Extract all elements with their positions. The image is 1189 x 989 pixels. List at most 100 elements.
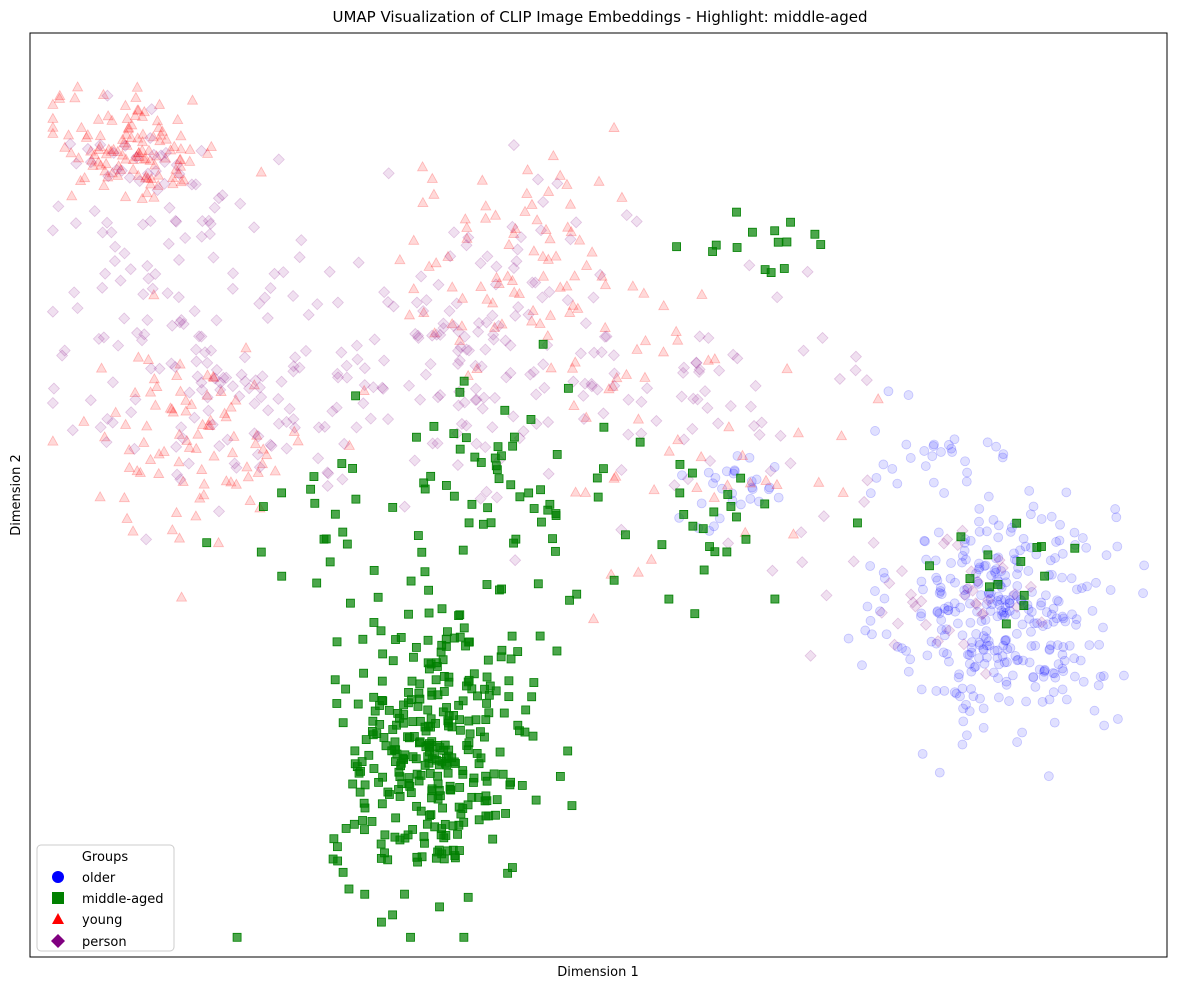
data-point-older [1042, 619, 1053, 630]
data-point-person [784, 457, 797, 470]
data-point-middle-aged [552, 450, 562, 459]
data-point-person [849, 364, 862, 377]
data-point-middle-aged [459, 376, 469, 386]
data-point-older [935, 582, 946, 593]
data-point-person [419, 368, 432, 381]
data-point-middle-aged [463, 677, 473, 687]
data-point-person [175, 421, 188, 434]
data-point-person [351, 353, 364, 366]
data-point-older [1055, 519, 1065, 530]
data-point-young [148, 288, 160, 300]
data-point-older [994, 599, 1005, 610]
data-point-person [941, 533, 954, 546]
chart-title: UMAP Visualization of CLIP Image Embeddi… [332, 8, 867, 26]
data-point-older [936, 589, 947, 600]
data-point-young [542, 253, 555, 264]
data-point-older [1048, 603, 1059, 614]
data-point-young [603, 382, 615, 394]
data-point-middle-aged [424, 585, 433, 595]
data-point-person [115, 164, 128, 177]
data-point-older [1012, 569, 1022, 580]
data-point-person [490, 260, 503, 273]
data-point-older [905, 453, 916, 463]
data-point-older [931, 572, 942, 583]
data-point-young [120, 153, 132, 164]
data-point-middle-aged [472, 749, 482, 758]
data-point-person [170, 158, 183, 172]
data-point-older [1101, 550, 1112, 561]
data-point-middle-aged [424, 608, 434, 618]
data-point-young [835, 429, 848, 441]
data-point-young [75, 121, 88, 132]
data-point-middle-aged [538, 339, 548, 349]
data-point-older [747, 484, 758, 494]
data-point-person [574, 347, 587, 360]
data-point-middle-aged [508, 863, 517, 872]
data-point-person [451, 357, 465, 371]
data-point-middle-aged [429, 421, 439, 431]
data-point-person [277, 266, 290, 279]
data-point-older [1044, 694, 1055, 705]
data-point-middle-aged [504, 692, 514, 702]
data-point-person [816, 331, 829, 344]
data-point-middle-aged [552, 646, 562, 656]
data-point-middle-aged [425, 769, 435, 778]
data-point-middle-aged [369, 692, 379, 702]
data-point-older [1070, 671, 1080, 682]
data-point-older [1084, 640, 1095, 651]
data-point-older [1075, 655, 1086, 666]
data-point-middle-aged [679, 510, 689, 519]
data-point-middle-aged [495, 747, 505, 757]
data-point-person [977, 607, 990, 620]
data-point-older [1011, 628, 1022, 639]
data-point-young [565, 225, 577, 237]
data-point-older [1060, 616, 1071, 627]
data-point-person [268, 267, 281, 280]
data-point-older [986, 570, 997, 581]
data-point-middle-aged [388, 910, 398, 920]
data-point-person [238, 351, 251, 364]
data-point-person [437, 317, 450, 330]
data-point-person [176, 432, 189, 445]
data-point-person [982, 594, 995, 607]
data-point-middle-aged [455, 783, 465, 792]
data-point-person [530, 388, 543, 401]
data-point-middle-aged [491, 686, 501, 696]
data-point-middle-aged [993, 580, 1003, 589]
data-point-person [875, 606, 888, 619]
data-point-middle-aged [464, 716, 474, 726]
data-point-young [156, 125, 169, 136]
data-point-middle-aged [565, 595, 574, 605]
data-point-middle-aged [1070, 543, 1080, 553]
data-point-young [252, 466, 264, 477]
data-point-young [446, 317, 458, 329]
data-point-person [677, 366, 690, 379]
data-point-person [252, 430, 265, 443]
data-point-person [488, 391, 501, 404]
data-point-person [312, 421, 325, 434]
data-point-older [773, 492, 784, 503]
data-point-young [479, 212, 492, 223]
data-point-older [989, 645, 1000, 656]
data-point-middle-aged [517, 781, 527, 790]
data-point-older [1001, 607, 1012, 618]
legend-label-person: person [82, 935, 127, 950]
data-point-older [931, 686, 942, 696]
data-point-young [175, 175, 187, 187]
data-point-older [1052, 640, 1063, 650]
data-point-middle-aged [463, 892, 473, 902]
data-point-person [906, 596, 919, 609]
data-point-person [536, 291, 549, 304]
data-point-young [74, 174, 87, 186]
data-point-person [713, 364, 726, 377]
data-point-older [708, 478, 718, 489]
data-point-young [82, 129, 94, 140]
data-point-person [470, 437, 483, 450]
data-point-young [112, 160, 125, 171]
y-axis-label: Dimension 2 [9, 454, 24, 536]
data-point-person [931, 635, 945, 648]
data-point-middle-aged [443, 846, 452, 856]
data-point-young [53, 92, 66, 103]
data-point-young [358, 384, 370, 395]
data-point-older [1000, 635, 1011, 646]
